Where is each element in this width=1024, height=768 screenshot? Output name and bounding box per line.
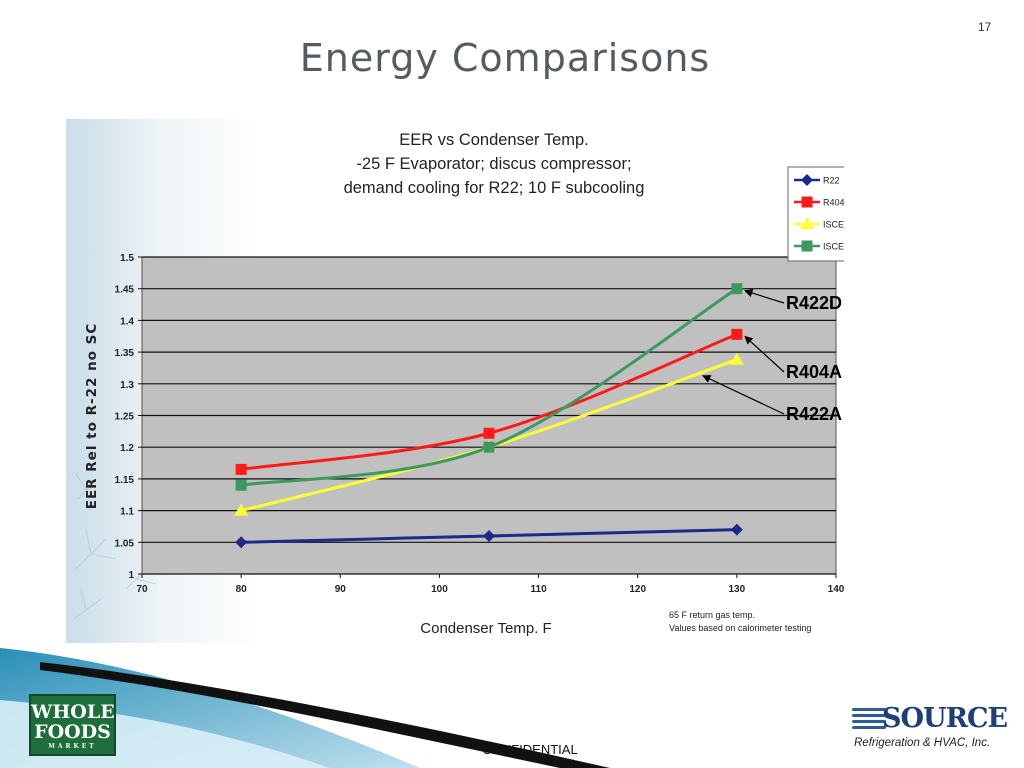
x-tick-label: 120	[629, 584, 646, 595]
x-tick-label: 80	[236, 584, 248, 595]
logo-text-line2: FOODS	[34, 721, 111, 743]
legend-label: R22	[823, 176, 840, 186]
x-tick-label: 90	[335, 584, 347, 595]
data-point	[731, 328, 743, 340]
y-tick-label: 1	[128, 570, 134, 581]
chart-title: EER vs Condenser Temp. -25 F Evaporator; …	[344, 131, 645, 197]
data-point	[234, 503, 249, 516]
data-point	[483, 529, 495, 542]
legend-label: ISCEON® MO29	[823, 242, 844, 252]
data-point	[235, 536, 248, 549]
y-tick-label: 1.1	[120, 507, 134, 518]
legend-swatch-marker	[801, 196, 813, 208]
y-tick-label: 1.35	[115, 348, 135, 359]
y-tick-label: 1.3	[120, 380, 134, 391]
x-axis-label: Condenser Temp. F	[420, 620, 551, 637]
y-tick-label: 1.4	[120, 316, 134, 327]
legend-label: ISCEON® MO79	[823, 220, 844, 230]
chart-title-line: EER vs Condenser Temp.	[399, 131, 589, 149]
legend-label: R404A	[823, 198, 844, 208]
data-point	[483, 441, 495, 453]
data-point	[730, 523, 743, 536]
frost-decoration	[73, 473, 157, 620]
chart-title-line: demand cooling for R22; 10 F subcooling	[344, 179, 645, 197]
y-tick-label: 1.2	[120, 443, 134, 454]
legend: R22 R404A ISCEON® MO79 ISCEON® MO29	[787, 166, 844, 262]
x-tick-label: 140	[828, 584, 844, 595]
chart-note: Values based on calorimeter testing	[669, 623, 811, 633]
annotation-label: R422A	[786, 404, 842, 424]
logo-text-line3: MARKET	[48, 743, 97, 750]
logo-text-line1: WHOLE	[31, 701, 115, 723]
x-tick-labels: 70 80 90 100 110 120 130 140	[136, 584, 844, 595]
source-logo-name: SOURCE	[882, 703, 1008, 734]
data-point	[235, 479, 247, 491]
x-tick-label: 70	[136, 584, 148, 595]
y-tick-label: 1.15	[115, 475, 135, 486]
whole-foods-logo: WHOLE FOODS MARKET	[29, 694, 116, 756]
source-lines-icon	[852, 708, 886, 736]
source-logo: SOURCE Refrigeration & HVAC, Inc.	[852, 703, 1012, 755]
y-tick-label: 1.5	[120, 253, 134, 264]
y-tick-label: 1.45	[115, 285, 135, 296]
y-tick-labels: 1 1.05 1.1 1.15 1.2 1.25 1.3 1.35 1.4 1.45 1.5	[115, 253, 135, 581]
annotation-label: R422D	[786, 293, 842, 313]
slide-number: 17	[978, 20, 992, 34]
y-axis-label: EER Rel to R-22 no SC	[84, 323, 100, 510]
chart-title-line: -25 F Evaporator; discus compressor;	[356, 155, 631, 173]
annotations: R422D R404A R422A	[702, 288, 842, 424]
annotation-arrow	[744, 288, 785, 304]
data-point	[731, 283, 743, 295]
series-markers	[234, 283, 744, 549]
x-tick-label: 100	[431, 584, 448, 595]
annotation-label: R404A	[786, 362, 842, 382]
footer-confidential: CONFIDENTIAL	[482, 742, 578, 757]
data-point	[235, 463, 247, 475]
source-logo-tagline: Refrigeration & HVAC, Inc.	[854, 737, 991, 749]
annotation-arrow	[702, 375, 785, 415]
slide-title: Energy Comparisons	[299, 36, 711, 80]
x-tick-label: 110	[531, 584, 548, 595]
legend-swatch-marker	[801, 174, 813, 186]
x-tick-label: 130	[729, 584, 746, 595]
annotation-arrow	[744, 335, 785, 373]
y-tick-label: 1.05	[115, 538, 135, 549]
legend-swatch-marker	[801, 240, 813, 252]
chart-note: 65 F return gas temp.	[669, 610, 755, 620]
y-tick-label: 1.25	[115, 412, 135, 423]
chart: EER vs Condenser Temp. -25 F Evaporator; …	[66, 119, 844, 643]
data-point	[483, 427, 495, 439]
data-point	[729, 352, 744, 365]
chart-notes: 65 F return gas temp. Values based on cal…	[669, 610, 811, 633]
legend-swatch-marker	[800, 217, 814, 229]
